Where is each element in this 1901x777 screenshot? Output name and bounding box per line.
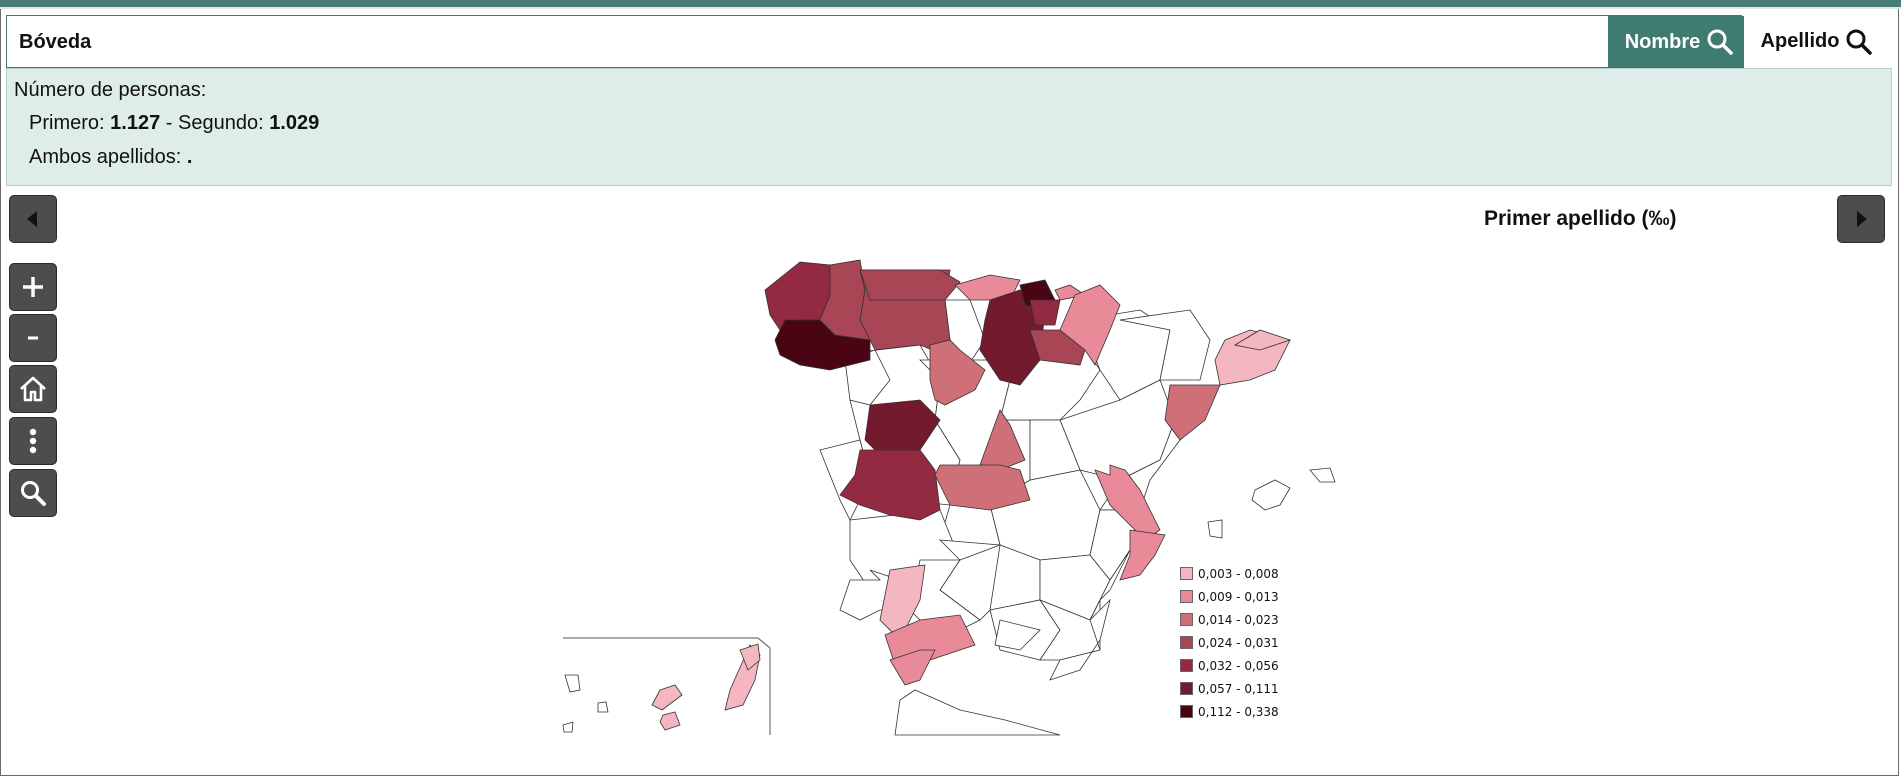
- minus-icon: [28, 336, 38, 340]
- legend-item: 0,003 - 0,008: [1180, 562, 1279, 585]
- province-shape: [1207, 519, 1223, 539]
- search-icon: [1846, 29, 1873, 55]
- province-shape: [597, 701, 609, 713]
- map-title: Primer apellido (‰): [1484, 207, 1677, 230]
- legend-swatch: [1180, 705, 1193, 718]
- apellido-label: Apellido: [1760, 30, 1840, 52]
- segundo-label: Segundo:: [177, 112, 264, 134]
- legend-swatch: [1180, 567, 1193, 580]
- province-shape: [1251, 479, 1291, 511]
- separator: -: [160, 112, 178, 134]
- primero-segundo-line: Primero: 1.127 - Segundo: 1.029: [29, 112, 319, 135]
- province-shape: [839, 449, 941, 521]
- prev-map-button[interactable]: [10, 196, 56, 242]
- legend-label: 0,112 - 0,338: [1198, 704, 1279, 719]
- ambos-value: .: [186, 146, 193, 168]
- province-shape: [939, 544, 1001, 621]
- info-panel: Número de personas: Primero: 1.127 - Seg…: [6, 68, 1892, 186]
- province-shape: [1029, 329, 1086, 366]
- province-shape: [1119, 529, 1166, 581]
- ambos-label: Ambos apellidos:: [29, 146, 182, 168]
- search-icon: [1707, 29, 1734, 55]
- legend-label: 0,024 - 0,031: [1198, 635, 1279, 650]
- legend-item: 0,112 - 0,338: [1180, 700, 1279, 723]
- next-map-button[interactable]: [1838, 196, 1884, 242]
- legend-label: 0,057 - 0,111: [1198, 681, 1279, 696]
- province-shapes: [562, 259, 1336, 736]
- top-strip: [0, 0, 1901, 9]
- app-frame: [0, 9, 1899, 776]
- legend-swatch: [1180, 659, 1193, 672]
- legend-item: 0,014 - 0,023: [1180, 608, 1279, 631]
- legend-item: 0,032 - 0,056: [1180, 654, 1279, 677]
- apellido-search-button[interactable]: Apellido: [1744, 15, 1890, 68]
- province-shape: [934, 464, 1031, 511]
- province-shape: [1164, 384, 1221, 441]
- province-shape: [1049, 598, 1111, 681]
- search-bar: Nombre: [6, 15, 1751, 68]
- legend-swatch: [1180, 682, 1193, 695]
- more-options-button[interactable]: [10, 418, 56, 464]
- legend-swatch: [1180, 590, 1193, 603]
- province-shape: [929, 339, 986, 406]
- next-arrow-icon: [1857, 211, 1867, 227]
- search-input[interactable]: [19, 29, 1519, 55]
- province-shape: [562, 721, 574, 733]
- legend-label: 0,014 - 0,023: [1198, 612, 1279, 627]
- legend-label: 0,003 - 0,008: [1198, 566, 1279, 581]
- province-shape: [739, 643, 761, 671]
- map-legend: 0,003 - 0,008 0,009 - 0,013 0,014 - 0,023 0…: [1180, 562, 1279, 723]
- map-search-button[interactable]: [10, 470, 56, 516]
- province-shape: [1089, 549, 1131, 621]
- legend-item: 0,024 - 0,031: [1180, 631, 1279, 654]
- primero-value: 1.127: [110, 112, 161, 134]
- province-shape: [1233, 329, 1292, 351]
- segundo-value: 1.029: [269, 112, 320, 134]
- zoom-in-button[interactable]: [10, 264, 56, 310]
- canary-inset-frame: [563, 637, 771, 735]
- province-shape: [1059, 284, 1121, 366]
- province-shape: [859, 269, 961, 301]
- legend-label: 0,032 - 0,056: [1198, 658, 1279, 673]
- more-vertical-icon: [29, 428, 37, 454]
- province-shape: [1119, 309, 1211, 381]
- province-shape: [894, 689, 1061, 736]
- province-shape: [1094, 464, 1161, 541]
- home-icon: [20, 376, 46, 402]
- province-shape: [1029, 299, 1061, 326]
- legend-item: 0,057 - 0,111: [1180, 677, 1279, 700]
- nombre-label: Nombre: [1624, 30, 1701, 53]
- province-shape: [659, 711, 681, 731]
- count-label: Número de personas:: [14, 79, 207, 101]
- legend-label: 0,009 - 0,013: [1198, 589, 1279, 604]
- prev-arrow-icon: [27, 211, 37, 227]
- home-button[interactable]: [10, 366, 56, 412]
- plus-icon: [23, 277, 43, 297]
- ambos-line: Ambos apellidos: .: [29, 146, 192, 169]
- legend-item: 0,009 - 0,013: [1180, 585, 1279, 608]
- zoom-out-button[interactable]: [10, 315, 56, 361]
- province-shape: [889, 649, 936, 686]
- province-shape: [564, 674, 581, 693]
- legend-swatch: [1180, 613, 1193, 626]
- province-shape: [1029, 419, 1081, 481]
- legend-swatch: [1180, 636, 1193, 649]
- primero-label: Primero:: [29, 112, 105, 134]
- province-shape: [994, 619, 1041, 651]
- search-icon: [21, 481, 46, 506]
- province-shape: [651, 684, 683, 711]
- province-shape: [979, 409, 1026, 471]
- nombre-search-button[interactable]: Nombre: [1608, 16, 1751, 68]
- province-shape: [1309, 467, 1336, 483]
